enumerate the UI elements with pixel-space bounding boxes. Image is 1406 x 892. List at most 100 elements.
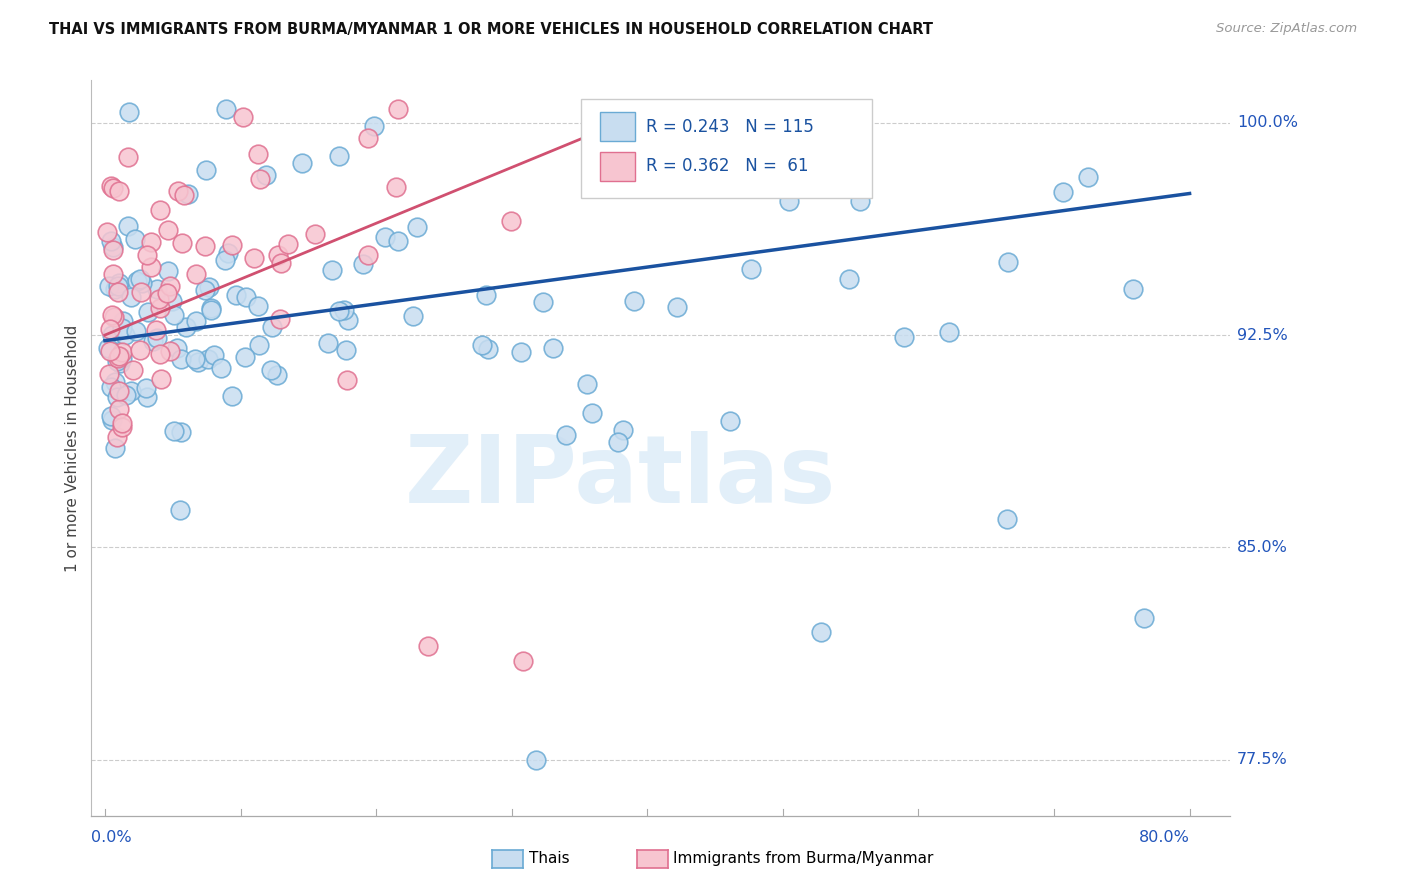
Point [173, 188, 195, 202]
Point [328, 303, 350, 318]
Point [249, 172, 271, 186]
Bar [600, 112, 634, 141]
Point [337, 313, 360, 327]
Point [122, 362, 145, 376]
Point [108, 349, 131, 363]
Point [665, 301, 688, 315]
Point [533, 294, 555, 309]
Point [96, 226, 118, 240]
Point [328, 149, 350, 163]
Point [195, 163, 218, 178]
Point [606, 435, 628, 450]
Point [145, 323, 167, 337]
Point [114, 388, 136, 402]
Point [266, 368, 288, 382]
Point [524, 753, 547, 767]
Point [242, 251, 264, 265]
Point [221, 389, 243, 403]
Point [107, 185, 129, 199]
Point [209, 360, 232, 375]
Point [387, 102, 409, 116]
Bar [600, 152, 634, 181]
Point [170, 351, 193, 366]
Point [117, 150, 139, 164]
Point [402, 309, 425, 323]
Point [107, 279, 129, 293]
Point [149, 202, 172, 217]
Text: 92.5%: 92.5% [1237, 327, 1288, 343]
Point [333, 302, 356, 317]
Point [159, 278, 181, 293]
Point [103, 310, 125, 325]
Point [184, 352, 207, 367]
Point [118, 104, 141, 119]
Point [105, 353, 128, 368]
Point [111, 314, 134, 328]
Point [139, 235, 162, 249]
Point [200, 301, 222, 315]
Point [124, 232, 146, 246]
Point [186, 267, 208, 281]
Point [269, 311, 291, 326]
Point [1132, 611, 1154, 625]
Point [105, 430, 128, 444]
Point [214, 252, 236, 267]
Point [125, 324, 148, 338]
Point [111, 344, 134, 359]
Point [357, 248, 380, 262]
Point [100, 322, 122, 336]
Point [97, 367, 120, 381]
Text: 100.0%: 100.0% [1237, 115, 1298, 130]
Point [260, 319, 283, 334]
Point [233, 351, 256, 365]
Point [129, 285, 152, 299]
Point [135, 248, 157, 262]
Point [510, 344, 533, 359]
Point [103, 267, 125, 281]
Point [149, 347, 172, 361]
Point [997, 255, 1019, 269]
Point [221, 238, 243, 252]
Point [101, 239, 124, 253]
Point [623, 293, 645, 308]
Point [100, 409, 122, 423]
Point [101, 413, 124, 427]
Text: THAI VS IMMIGRANTS FROM BURMA/MYANMAR 1 OR MORE VEHICLES IN HOUSEHOLD CORRELATIO: THAI VS IMMIGRANTS FROM BURMA/MYANMAR 1 … [49, 22, 934, 37]
Point [114, 328, 136, 343]
Point [512, 653, 534, 667]
Point [818, 119, 841, 133]
Point [100, 178, 122, 193]
Point [117, 219, 139, 233]
Point [107, 351, 129, 366]
Point [304, 227, 326, 241]
Point [202, 348, 225, 362]
Point [100, 308, 122, 322]
Point [254, 168, 277, 182]
Point [142, 334, 165, 348]
Text: 85.0%: 85.0% [1237, 540, 1288, 555]
Point [260, 363, 283, 377]
Point [849, 194, 872, 208]
Point [177, 186, 200, 201]
Point [1077, 170, 1099, 185]
Point [543, 341, 565, 355]
Point [626, 180, 648, 194]
Point [247, 338, 270, 352]
Point [148, 301, 170, 315]
Point [363, 120, 385, 134]
Text: 0.0%: 0.0% [91, 830, 132, 846]
Point [740, 262, 762, 277]
Point [156, 285, 179, 300]
Point [98, 279, 121, 293]
Point [581, 406, 603, 420]
Point [198, 280, 221, 294]
Point [174, 319, 197, 334]
Text: R = 0.362   N =  61: R = 0.362 N = 61 [645, 157, 808, 176]
Point [111, 416, 134, 430]
Text: Thais: Thais [529, 852, 569, 866]
Point [184, 313, 207, 327]
Point [291, 155, 314, 169]
Point [170, 425, 193, 439]
Point [98, 343, 121, 358]
Text: 77.5%: 77.5% [1237, 752, 1288, 767]
